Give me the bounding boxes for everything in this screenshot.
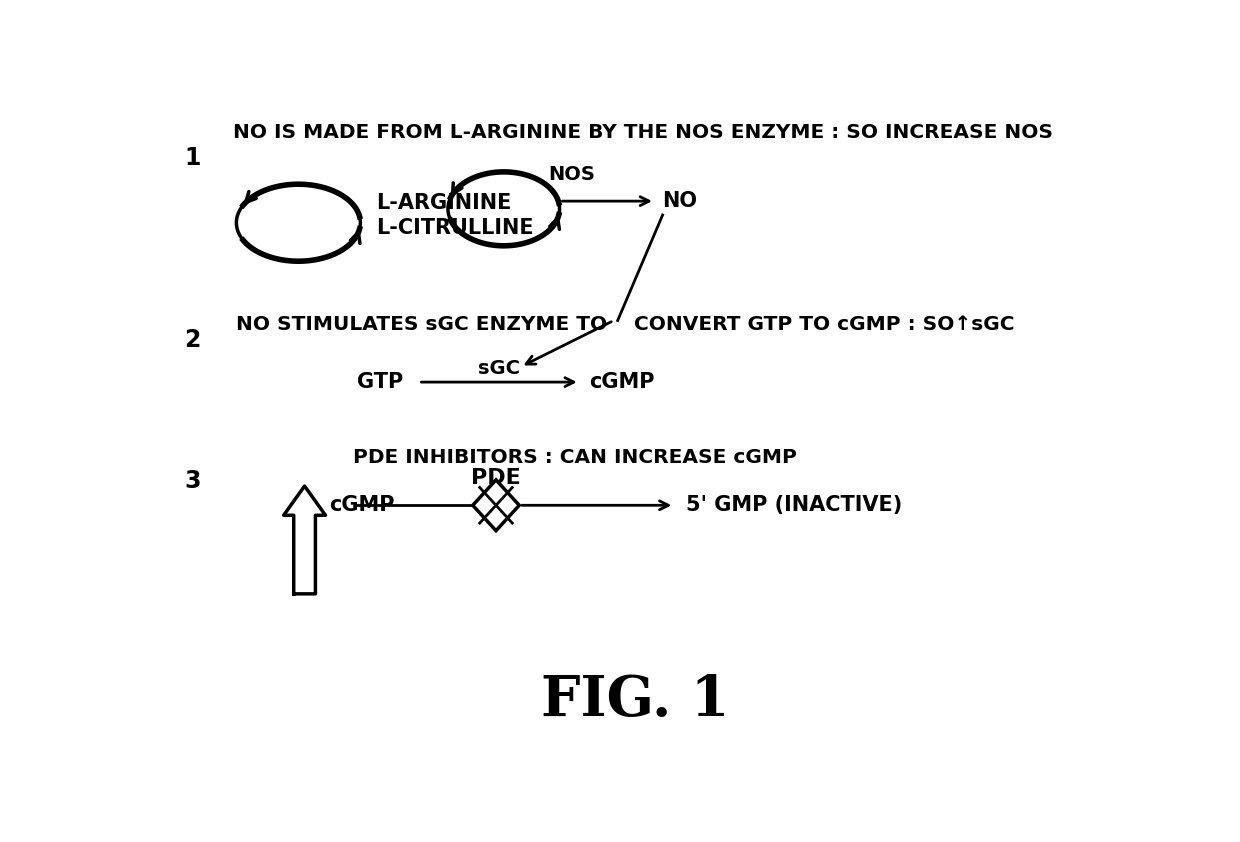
Text: cGMP: cGMP bbox=[330, 495, 394, 515]
Text: NO STIMULATES sGC ENZYME TO: NO STIMULATES sGC ENZYME TO bbox=[237, 315, 608, 334]
Text: PDE: PDE bbox=[471, 468, 521, 488]
Text: FIG. 1: FIG. 1 bbox=[542, 673, 729, 727]
Text: L-CITRULLINE: L-CITRULLINE bbox=[376, 218, 533, 238]
Text: PDE INHIBITORS : CAN INCREASE cGMP: PDE INHIBITORS : CAN INCREASE cGMP bbox=[352, 448, 796, 466]
Polygon shape bbox=[472, 480, 520, 530]
Text: NO IS MADE FROM L-ARGININE BY THE NOS ENZYME : SO INCREASE NOS: NO IS MADE FROM L-ARGININE BY THE NOS EN… bbox=[233, 123, 1053, 141]
Text: 5' GMP (INACTIVE): 5' GMP (INACTIVE) bbox=[686, 495, 903, 515]
Text: sGC: sGC bbox=[479, 360, 520, 379]
Text: NO: NO bbox=[662, 191, 698, 211]
Text: 3: 3 bbox=[185, 469, 201, 493]
Text: GTP: GTP bbox=[357, 372, 403, 392]
Text: NOS: NOS bbox=[549, 165, 595, 184]
Text: cGMP: cGMP bbox=[589, 372, 655, 392]
Text: 2: 2 bbox=[185, 328, 201, 352]
Text: L-ARGININE: L-ARGININE bbox=[376, 194, 511, 214]
Text: 1: 1 bbox=[185, 146, 201, 170]
Text: CONVERT GTP TO cGMP : SO↑sGC: CONVERT GTP TO cGMP : SO↑sGC bbox=[634, 315, 1014, 334]
